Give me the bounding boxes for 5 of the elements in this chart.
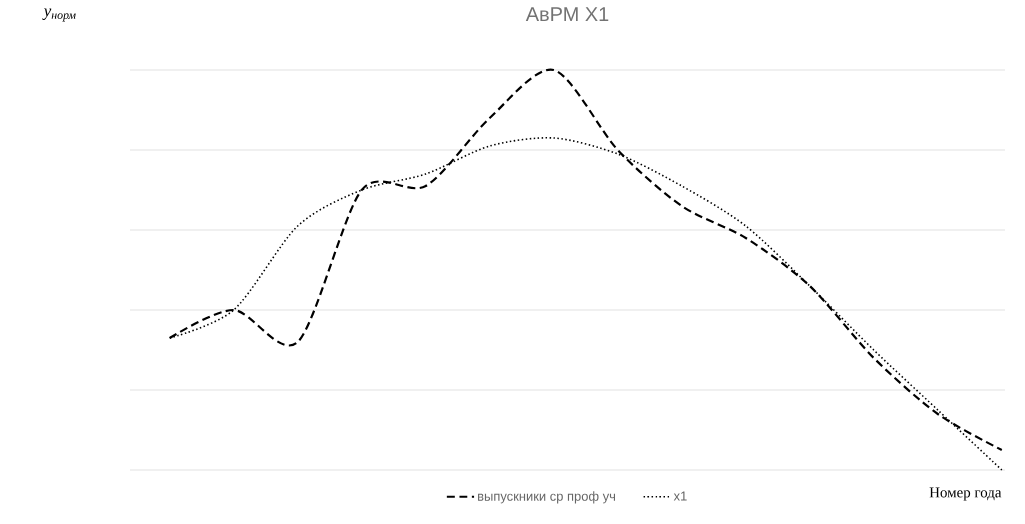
legend-label: выпускники ср проф уч bbox=[478, 491, 616, 504]
x-axis-title: Номер года bbox=[929, 487, 1002, 501]
legend-label: х1 bbox=[673, 491, 687, 501]
chart-title: АвРМ Х1 bbox=[525, 7, 609, 21]
y-axis-title: y$_{норм}$ bbox=[42, 8, 76, 22]
